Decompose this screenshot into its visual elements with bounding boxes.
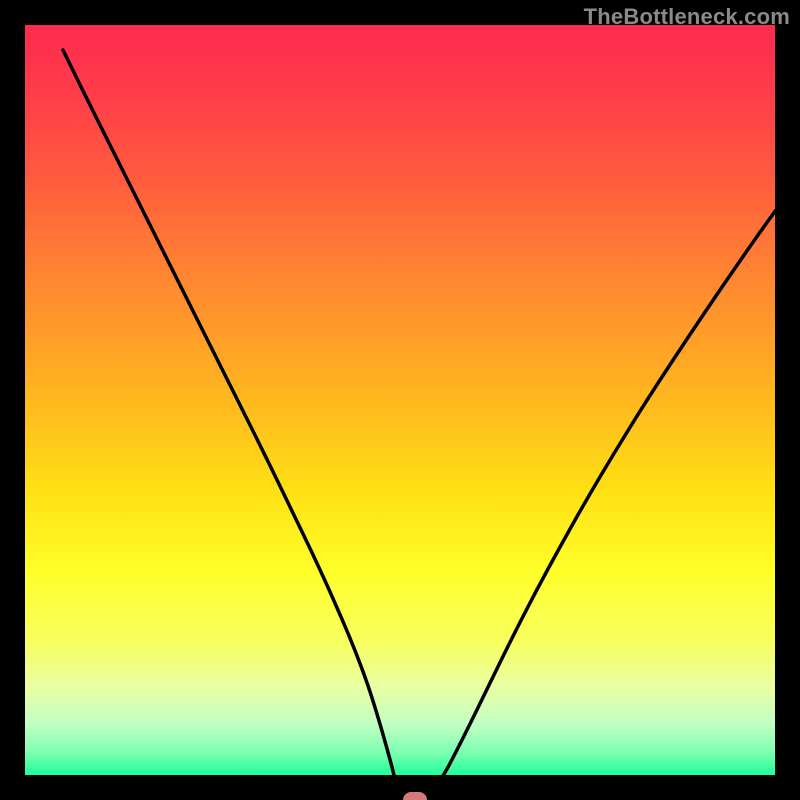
- notch-marker: [403, 792, 427, 800]
- chart-container: TheBottleneck.com: [0, 0, 800, 800]
- watermark-text: TheBottleneck.com: [584, 4, 790, 30]
- bottleneck-curve: [63, 50, 787, 800]
- curve-overlay: [0, 0, 800, 800]
